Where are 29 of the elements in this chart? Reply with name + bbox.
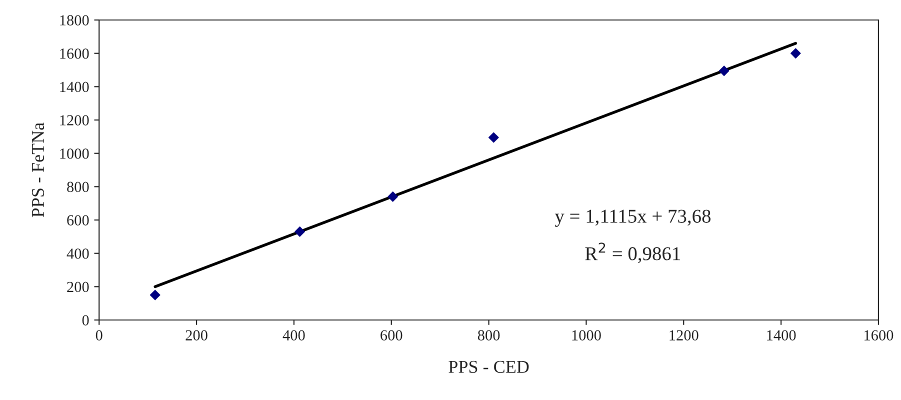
y-tick-label: 0 bbox=[82, 315, 89, 326]
point bbox=[150, 290, 160, 300]
y-tick-label: 1600 bbox=[60, 48, 89, 59]
y-tick-label: 1200 bbox=[60, 115, 89, 126]
point bbox=[790, 48, 801, 59]
x-tick-label: 1200 bbox=[670, 330, 698, 340]
annotation: y = 1,1115x + 73,68 bbox=[554, 210, 711, 227]
x-tick-label: 600 bbox=[380, 330, 402, 340]
point bbox=[488, 132, 499, 143]
x-tick-label: 400 bbox=[282, 330, 305, 340]
y-tick-label: 1000 bbox=[60, 148, 89, 159]
y-tick-label: 1800 bbox=[60, 15, 89, 26]
x-tick-label: 200 bbox=[186, 330, 208, 340]
x-tick-label: 1400 bbox=[767, 330, 796, 340]
x-tick-label: 0 bbox=[96, 330, 102, 340]
y-tick-label: 600 bbox=[67, 215, 89, 226]
y-tick-label: 800 bbox=[67, 182, 89, 192]
x-tick-label: 1000 bbox=[572, 330, 601, 340]
point bbox=[718, 66, 730, 76]
x-tick-label: 1600 bbox=[864, 330, 894, 340]
y-tick-label: 400 bbox=[66, 248, 89, 259]
y-tick-label: 200 bbox=[67, 282, 89, 292]
x-tick-label: 800 bbox=[478, 330, 500, 340]
y-axis-title: PPS - FeTNa bbox=[32, 122, 44, 218]
point bbox=[294, 226, 305, 237]
annotation: R$^{2}$ = 0,9861 bbox=[585, 242, 680, 264]
y-tick-label: 1400 bbox=[60, 82, 89, 92]
point bbox=[388, 191, 398, 202]
x-axis-title: PPS - CED bbox=[448, 360, 529, 373]
